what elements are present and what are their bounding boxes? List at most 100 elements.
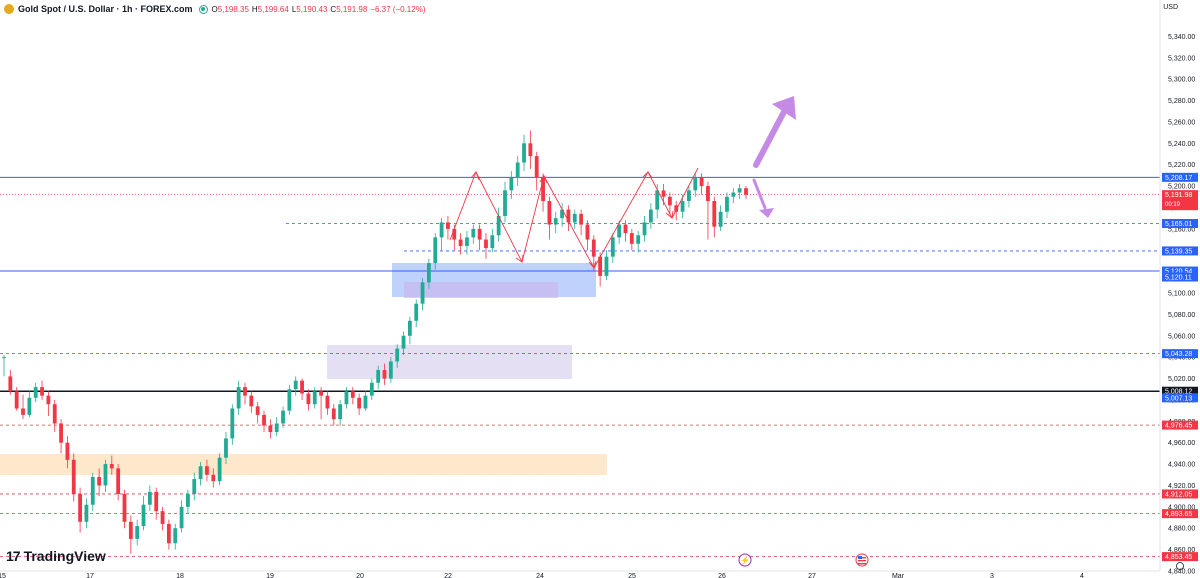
candle[interactable] xyxy=(33,382,38,403)
candle[interactable] xyxy=(477,224,482,251)
candle[interactable] xyxy=(744,186,748,199)
candle[interactable] xyxy=(255,402,260,424)
candle[interactable] xyxy=(331,404,336,426)
candle[interactable] xyxy=(205,459,209,482)
candle[interactable] xyxy=(338,399,343,426)
candle[interactable] xyxy=(230,404,235,445)
candle[interactable] xyxy=(211,468,216,488)
demand-zone-purple-inner[interactable] xyxy=(404,282,558,298)
candle[interactable] xyxy=(522,134,526,172)
candle[interactable] xyxy=(706,181,710,240)
candle[interactable] xyxy=(629,228,634,251)
candle[interactable] xyxy=(293,376,298,396)
candle[interactable] xyxy=(725,192,729,219)
candle[interactable] xyxy=(617,220,622,244)
candle[interactable] xyxy=(325,391,330,415)
candle[interactable] xyxy=(382,363,387,385)
candle[interactable] xyxy=(90,472,95,512)
currency-label[interactable]: USD xyxy=(1163,4,1178,11)
candle[interactable] xyxy=(160,506,165,531)
candle[interactable] xyxy=(179,500,184,533)
candle[interactable] xyxy=(458,233,463,255)
candle[interactable] xyxy=(8,369,13,395)
candle[interactable] xyxy=(135,519,140,546)
candle[interactable] xyxy=(122,489,127,529)
candle[interactable] xyxy=(262,410,266,432)
candle[interactable] xyxy=(103,459,108,492)
candle[interactable] xyxy=(547,196,552,240)
candle[interactable] xyxy=(623,220,628,242)
candle[interactable] xyxy=(198,461,203,486)
us-flag-event-icon[interactable] xyxy=(855,553,869,567)
candle[interactable] xyxy=(319,387,323,420)
candle[interactable] xyxy=(65,436,70,469)
candle[interactable] xyxy=(224,432,228,465)
candle[interactable] xyxy=(236,380,241,415)
candle[interactable] xyxy=(217,453,222,486)
candle[interactable] xyxy=(344,387,349,409)
candle[interactable] xyxy=(503,181,507,223)
demand-zone-purple[interactable] xyxy=(327,345,572,379)
candle[interactable] xyxy=(401,331,406,356)
candle[interactable] xyxy=(484,233,488,259)
candle[interactable] xyxy=(407,316,412,345)
candle[interactable] xyxy=(312,387,317,409)
time-axis[interactable]: 15 17 18 19 20 22 24 25 26 27 Mar 3 4 xyxy=(0,570,1160,578)
candle[interactable] xyxy=(357,393,362,415)
candle[interactable] xyxy=(128,515,133,554)
candle[interactable] xyxy=(642,216,647,242)
candle[interactable] xyxy=(2,355,6,377)
candle[interactable] xyxy=(186,489,190,514)
candle[interactable] xyxy=(699,173,704,195)
candle[interactable] xyxy=(52,399,57,432)
candle[interactable] xyxy=(427,258,431,289)
candle[interactable] xyxy=(414,299,419,328)
candle[interactable] xyxy=(154,487,159,520)
candle[interactable] xyxy=(471,224,476,244)
candle[interactable] xyxy=(40,380,44,400)
price-axis[interactable]: 5,340.00 5,320.00 5,300.00 5,280.00 5,260.00… xyxy=(1159,0,1195,576)
candle[interactable] xyxy=(173,523,178,550)
candle[interactable] xyxy=(712,196,717,238)
candle[interactable] xyxy=(585,220,590,251)
candle[interactable] xyxy=(598,252,603,287)
candle[interactable] xyxy=(274,417,279,437)
settings-gear-icon[interactable] xyxy=(1176,562,1184,570)
candle[interactable] xyxy=(306,389,311,411)
candle[interactable] xyxy=(509,171,514,199)
tradingview-logo[interactable]: 17 TradingView xyxy=(6,548,106,564)
candle[interactable] xyxy=(446,216,450,240)
candle[interactable] xyxy=(636,230,641,253)
candle[interactable] xyxy=(553,211,558,234)
candle[interactable] xyxy=(604,250,609,281)
candle[interactable] xyxy=(166,519,171,550)
dividend-event-icon[interactable]: ⚡ xyxy=(738,553,752,567)
candle[interactable] xyxy=(534,151,539,191)
candle[interactable] xyxy=(78,487,83,533)
candle[interactable] xyxy=(46,391,51,416)
candle[interactable] xyxy=(433,233,438,270)
candle[interactable] xyxy=(376,365,381,390)
candle[interactable] xyxy=(667,192,672,214)
candle[interactable] xyxy=(281,406,285,428)
demand-zone-orange[interactable] xyxy=(0,454,607,475)
candle[interactable] xyxy=(515,156,520,187)
candle[interactable] xyxy=(147,485,152,512)
candle[interactable] xyxy=(84,498,89,529)
candle[interactable] xyxy=(141,496,146,531)
candle[interactable] xyxy=(243,382,247,405)
candle[interactable] xyxy=(388,357,393,383)
candle[interactable] xyxy=(27,391,32,418)
candle[interactable] xyxy=(718,205,723,231)
candle[interactable] xyxy=(109,455,114,475)
candle[interactable] xyxy=(395,344,400,368)
candle[interactable] xyxy=(268,419,273,439)
candle[interactable] xyxy=(496,207,501,242)
candle[interactable] xyxy=(731,188,736,204)
candle[interactable] xyxy=(465,230,469,255)
candle[interactable] xyxy=(369,378,374,400)
candle[interactable] xyxy=(687,186,691,208)
symbol-title[interactable]: Gold Spot / U.S. Dollar · 1h · FOREX.com xyxy=(18,4,193,14)
candle[interactable] xyxy=(71,453,76,502)
